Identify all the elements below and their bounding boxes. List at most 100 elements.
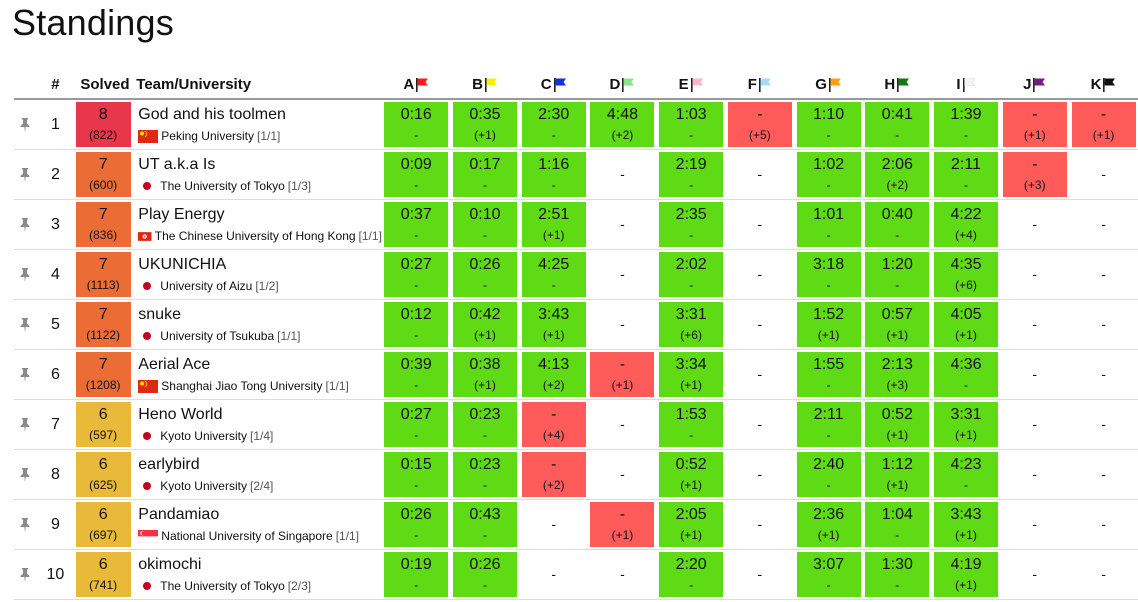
accepted-cell[interactable]: 0:35 (+1) [452,102,517,147]
accepted-cell[interactable]: 0:12 - [384,302,449,347]
header-problem-c[interactable]: C [519,72,589,100]
accepted-cell[interactable]: 0:15 - [384,452,449,497]
accepted-cell[interactable]: 3:43 (+1) [521,302,586,347]
header-problem-b[interactable]: B [450,72,520,100]
accepted-cell[interactable]: 1:55 - [796,352,861,397]
rejected-cell[interactable]: - (+2) [521,452,586,497]
pin-button[interactable] [14,149,37,200]
rejected-cell[interactable]: - (+4) [521,402,586,447]
accepted-cell[interactable]: 1:01 - [796,202,861,247]
header-problem-e[interactable]: E [656,72,726,100]
pin-button[interactable] [14,99,37,150]
accepted-cell[interactable]: 2:13 (+3) [865,352,930,397]
accepted-cell[interactable]: 1:20 - [865,252,930,297]
accepted-cell[interactable]: 0:26 - [452,552,517,597]
accepted-cell[interactable]: 1:12 (+1) [865,452,930,497]
accepted-cell[interactable]: 4:05 (+1) [934,302,999,347]
accepted-cell[interactable]: 1:39 - [934,102,999,147]
pin-button[interactable] [14,299,37,350]
accepted-cell[interactable]: 0:26 - [384,502,449,547]
team-name[interactable]: earlybird [138,456,200,473]
pin-button[interactable] [14,199,37,250]
accepted-cell[interactable]: 0:23 - [452,402,517,447]
accepted-cell[interactable]: 4:48 (+2) [590,102,655,147]
header-problem-j[interactable]: J [1000,72,1070,100]
accepted-cell[interactable]: 0:26 - [452,252,517,297]
accepted-cell[interactable]: 0:16 - [384,102,449,147]
accepted-cell[interactable]: 0:23 - [452,452,517,497]
accepted-cell[interactable]: 2:35 - [659,202,724,247]
header-problem-d[interactable]: D [588,72,657,100]
accepted-cell[interactable]: 0:39 - [384,352,449,397]
accepted-cell[interactable]: 0:37 - [384,202,449,247]
accepted-cell[interactable]: 4:13 (+2) [521,352,586,397]
team-name[interactable]: UT a.k.a Is [138,156,216,173]
accepted-cell[interactable]: 2:05 (+1) [659,502,724,547]
team-name[interactable]: Play Energy [138,206,225,223]
accepted-cell[interactable]: 1:10 - [796,102,861,147]
pin-button[interactable] [14,249,37,300]
accepted-cell[interactable]: 4:23 - [934,452,999,497]
accepted-cell[interactable]: 1:30 - [865,552,930,597]
accepted-cell[interactable]: 0:17 - [452,152,517,197]
accepted-cell[interactable]: 3:31 (+1) [934,402,999,447]
accepted-cell[interactable]: 0:27 - [384,252,449,297]
team-name[interactable]: Pandamiao [138,506,220,523]
rejected-cell[interactable]: - (+1) [590,352,655,397]
accepted-cell[interactable]: 0:42 (+1) [452,302,517,347]
header-problem-i[interactable]: I [931,72,1001,100]
accepted-cell[interactable]: 0:52 (+1) [659,452,724,497]
accepted-cell[interactable]: 2:06 (+2) [865,152,930,197]
header-problem-g[interactable]: G [794,72,863,100]
accepted-cell[interactable]: 0:27 - [384,402,449,447]
pin-button[interactable] [14,499,37,550]
accepted-cell[interactable]: 2:51 (+1) [521,202,586,247]
accepted-cell[interactable]: 1:04 - [865,502,930,547]
accepted-cell[interactable]: 4:22 (+4) [934,202,999,247]
header-problem-a[interactable]: A [381,72,451,100]
accepted-cell[interactable]: 0:57 (+1) [865,302,930,347]
accepted-cell[interactable]: 3:07 - [796,552,861,597]
pin-button[interactable] [14,399,37,450]
accepted-cell[interactable]: 0:52 (+1) [865,402,930,447]
rejected-cell[interactable]: - (+3) [1002,152,1067,197]
accepted-cell[interactable]: 4:25 - [521,252,586,297]
accepted-cell[interactable]: 2:02 - [659,252,724,297]
accepted-cell[interactable]: 2:20 - [659,552,724,597]
accepted-cell[interactable]: 3:43 (+1) [934,502,999,547]
team-name[interactable]: okimochi [138,556,202,573]
accepted-cell[interactable]: 0:38 (+1) [452,352,517,397]
accepted-cell[interactable]: 1:02 - [796,152,861,197]
accepted-cell[interactable]: 3:34 (+1) [659,352,724,397]
accepted-cell[interactable]: 4:36 - [934,352,999,397]
accepted-cell[interactable]: 3:31 (+6) [659,302,724,347]
rejected-cell[interactable]: - (+5) [727,102,792,147]
accepted-cell[interactable]: 0:09 - [384,152,449,197]
accepted-cell[interactable]: 2:36 (+1) [796,502,861,547]
team-name[interactable]: snuke [138,306,181,323]
accepted-cell[interactable]: 4:35 (+6) [934,252,999,297]
header-problem-f[interactable]: F [725,72,795,100]
accepted-cell[interactable]: 0:43 - [452,502,517,547]
rejected-cell[interactable]: - (+1) [1002,102,1067,147]
accepted-cell[interactable]: 0:40 - [865,202,930,247]
accepted-cell[interactable]: 2:19 - [659,152,724,197]
accepted-cell[interactable]: 2:30 - [521,102,586,147]
accepted-cell[interactable]: 0:41 - [865,102,930,147]
team-name[interactable]: Aerial Ace [138,356,211,373]
team-name[interactable]: God and his toolmen [138,106,286,123]
team-name[interactable]: Heno World [138,406,223,423]
pin-button[interactable] [14,549,37,600]
header-problem-k[interactable]: K [1069,72,1138,100]
accepted-cell[interactable]: 2:40 - [796,452,861,497]
accepted-cell[interactable]: 1:53 - [659,402,724,447]
pin-button[interactable] [14,349,37,400]
accepted-cell[interactable]: 4:19 (+1) [934,552,999,597]
pin-button[interactable] [14,449,37,500]
accepted-cell[interactable]: 2:11 - [796,402,861,447]
accepted-cell[interactable]: 3:18 - [796,252,861,297]
accepted-cell[interactable]: 1:03 - [659,102,724,147]
rejected-cell[interactable]: - (+1) [1071,102,1136,147]
accepted-cell[interactable]: 0:10 - [452,202,517,247]
accepted-cell[interactable]: 1:16 - [521,152,586,197]
